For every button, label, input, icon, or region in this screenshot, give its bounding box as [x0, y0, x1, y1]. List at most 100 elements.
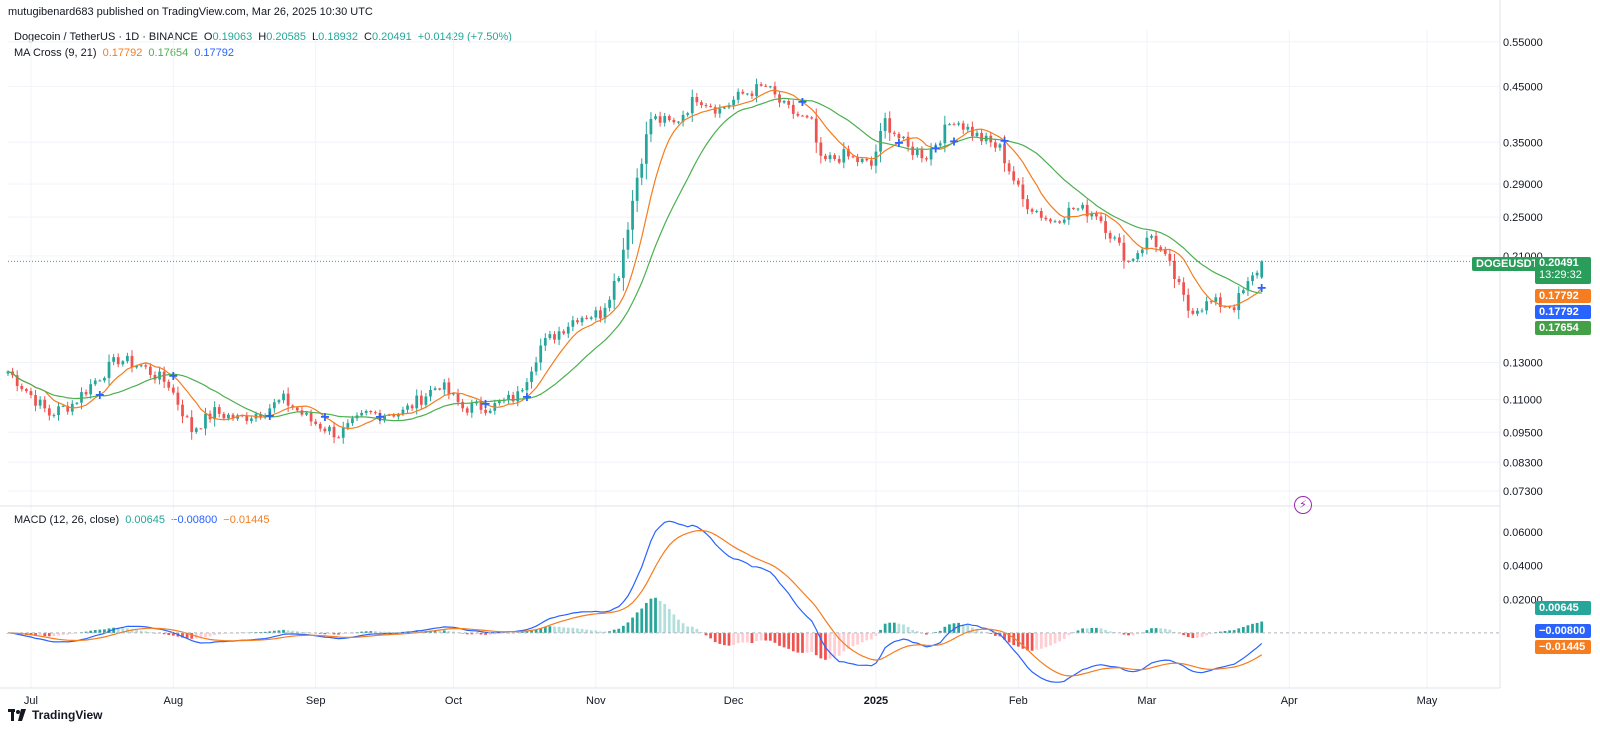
- macd-histogram-bar: [566, 627, 570, 633]
- y-tick-label: 0.11000: [1503, 395, 1542, 407]
- candle-body: [562, 331, 566, 334]
- y-tick-label: 0.07300: [1503, 486, 1543, 498]
- x-tick-label: Apr: [1281, 695, 1298, 707]
- macd-histogram-bar: [61, 632, 65, 635]
- macd-line: [7, 520, 1263, 683]
- candle-body: [401, 409, 405, 414]
- macd-histogram-bar: [135, 630, 138, 633]
- macd-hist-tag: 0.00645: [1535, 601, 1591, 615]
- macd-histogram-bar: [103, 629, 106, 633]
- ma-cross-marker: +: [95, 387, 104, 404]
- macd-histogram-bar: [553, 626, 556, 633]
- candle-body: [392, 414, 396, 417]
- candle-body: [465, 408, 469, 413]
- macd-histogram-bar: [1145, 630, 1149, 633]
- macd-histogram-bar: [144, 631, 148, 633]
- macd-histogram-bar: [828, 632, 832, 659]
- macd-histogram-bar: [727, 632, 731, 646]
- candle-body: [167, 381, 171, 388]
- candle-body: [915, 149, 919, 156]
- macd-histogram-bar: [309, 632, 313, 634]
- candle-body: [1104, 221, 1107, 233]
- candle-body: [1076, 208, 1080, 210]
- macd-histogram-bar: [116, 627, 120, 633]
- macd-histogram-bar: [530, 630, 533, 633]
- macd-histogram-bar: [502, 632, 506, 634]
- macd-histogram-bar: [1173, 631, 1176, 633]
- macd-histogram-bar: [222, 632, 226, 634]
- macd-signal-tag: −0.01445: [1535, 640, 1591, 654]
- candle-body: [1159, 247, 1163, 250]
- candle-body: [603, 307, 607, 319]
- macd-histogram-bar: [557, 626, 561, 633]
- candle-body: [1173, 260, 1176, 280]
- macd-histogram-bar: [755, 632, 758, 642]
- lightning-icon[interactable]: ⚡: [1294, 496, 1312, 514]
- candle-body: [801, 115, 804, 117]
- last-price-tag: 0.20491 13:29:32: [1535, 257, 1591, 284]
- candle-body: [103, 377, 106, 381]
- macd-histogram-bar: [213, 632, 217, 635]
- macd-histogram-bar: [52, 632, 56, 637]
- candle-body: [539, 345, 543, 363]
- candle-body: [911, 146, 915, 156]
- candle-body: [897, 133, 901, 139]
- candle-body: [833, 155, 837, 159]
- macd-histogram-bar: [47, 632, 51, 637]
- macd-histogram-bar: [93, 629, 97, 633]
- candle-body: [860, 158, 864, 163]
- candle-body: [181, 404, 184, 417]
- tradingview-logo[interactable]: TradingView: [8, 708, 102, 722]
- macd-histogram-bar: [599, 631, 602, 633]
- candle-body: [580, 317, 584, 323]
- candle-body: [1062, 219, 1066, 223]
- macd-histogram-bar: [791, 632, 795, 652]
- macd-histogram-bar: [764, 632, 768, 641]
- candle-body: [709, 106, 713, 108]
- macd-histogram-bar: [539, 628, 543, 633]
- ma-cross-marker: +: [798, 94, 807, 111]
- macd-histogram-bar: [1021, 632, 1025, 649]
- macd-histogram-bar: [1095, 627, 1098, 633]
- macd-histogram-bar: [667, 608, 671, 633]
- candle-body: [667, 116, 671, 120]
- candle-body: [314, 421, 318, 424]
- macd-histogram-bar: [1200, 632, 1204, 638]
- macd-histogram-bar: [1044, 632, 1048, 648]
- open-value: 0.19063: [212, 31, 253, 43]
- candle-body: [162, 371, 166, 382]
- macd-histogram-bar: [167, 632, 171, 635]
- candle-body: [438, 388, 442, 390]
- candle-body: [934, 145, 938, 149]
- candle-body: [227, 414, 230, 419]
- macd-histogram-bar: [948, 624, 951, 633]
- macd-histogram-bar: [787, 632, 791, 649]
- x-tick-label: Nov: [586, 695, 606, 707]
- macd-histogram-bar: [493, 632, 497, 635]
- macd-histogram-bar: [204, 632, 207, 638]
- candle-body: [337, 437, 341, 439]
- ma-cross-marker: +: [320, 409, 329, 426]
- candle-body: [621, 249, 625, 278]
- candle-body: [488, 410, 492, 413]
- candle-body: [750, 93, 754, 97]
- macd-histogram-bar: [631, 617, 634, 633]
- x-tick-label: Aug: [164, 695, 184, 707]
- macd-histogram-bar: [171, 632, 175, 636]
- candle-body: [470, 403, 474, 413]
- macd-histogram-bar: [879, 629, 882, 633]
- candle-body: [406, 405, 409, 410]
- macd-histogram-bar: [1003, 632, 1006, 640]
- macd-histogram-bar: [433, 630, 437, 633]
- candle-body: [745, 93, 749, 95]
- macd-histogram-bar: [938, 630, 942, 633]
- candle-body: [1016, 180, 1020, 185]
- candle-body: [851, 156, 855, 158]
- close-value: 0.20491: [371, 31, 412, 43]
- y-tick-label: 0.08300: [1503, 457, 1543, 469]
- candle-body: [869, 160, 873, 166]
- candle-body: [599, 310, 602, 319]
- candle-body: [672, 119, 676, 123]
- macd-histogram-bar: [341, 632, 345, 635]
